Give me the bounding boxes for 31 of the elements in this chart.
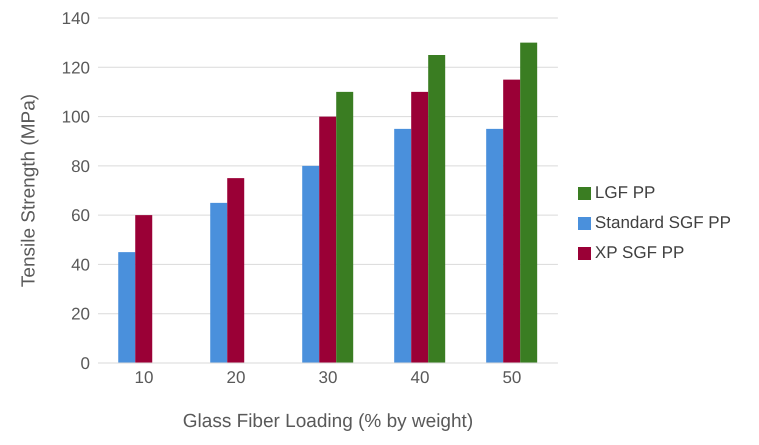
x-tick-label: 10 — [134, 368, 154, 388]
bar — [428, 54, 446, 363]
y-tick-label: 60 — [71, 206, 90, 226]
y-tick-label: 120 — [62, 58, 90, 78]
y-tick-label: 20 — [71, 304, 90, 324]
x-tick-label: 40 — [410, 368, 430, 388]
x-tick-label: 30 — [318, 368, 338, 388]
x-tick-label: 20 — [226, 368, 246, 388]
legend-label: XP SGF PP — [594, 242, 684, 262]
bar — [319, 116, 336, 363]
y-tick-label: 0 — [80, 354, 90, 374]
bar — [503, 80, 520, 363]
y-tick-label: 140 — [62, 9, 90, 28]
x-tick-label: 50 — [502, 368, 522, 388]
bar — [486, 128, 504, 363]
legend-label: Standard SGF PP — [594, 212, 731, 232]
bar — [336, 92, 354, 363]
y-tick-label: 40 — [71, 255, 90, 274]
legend-label: LGF PP — [594, 182, 656, 202]
bar — [135, 215, 152, 363]
bar — [210, 202, 228, 363]
bar — [302, 166, 320, 363]
x-axis-title: Glass Fiber Loading (% by weight) — [182, 411, 474, 432]
bar — [394, 128, 412, 363]
bar — [411, 92, 428, 363]
y-tick-label: 100 — [62, 108, 90, 127]
bar — [520, 42, 538, 363]
y-tick-label: 80 — [71, 156, 90, 176]
y-axis-title: Tensile Strength (MPa) — [18, 94, 40, 288]
bar — [227, 178, 244, 363]
bar — [118, 252, 136, 363]
